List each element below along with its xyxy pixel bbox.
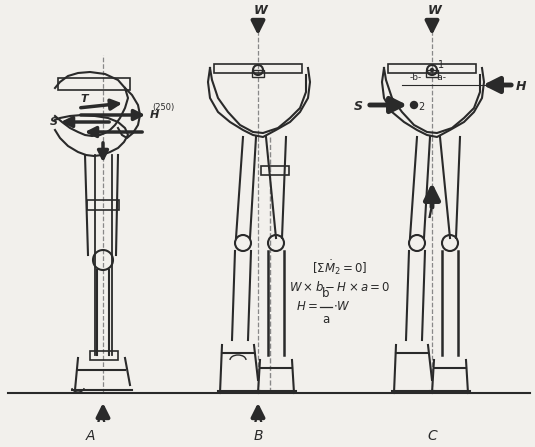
Text: R: R xyxy=(97,412,106,425)
Text: 1: 1 xyxy=(438,60,444,70)
Text: $H = $: $H = $ xyxy=(296,299,318,312)
Text: W: W xyxy=(428,4,442,17)
Text: $\cdot W$: $\cdot W$ xyxy=(333,299,351,312)
Text: -b-: -b- xyxy=(410,73,422,82)
Text: T: T xyxy=(80,94,88,104)
Text: R: R xyxy=(254,412,264,425)
Text: A: A xyxy=(85,429,95,443)
Text: I: I xyxy=(428,208,433,221)
Circle shape xyxy=(431,68,433,72)
Text: b: b xyxy=(322,287,330,300)
Text: 2: 2 xyxy=(418,102,424,112)
Text: $[\Sigma\dot{M}_2 = 0]$: $[\Sigma\dot{M}_2 = 0]$ xyxy=(312,258,368,277)
Text: S: S xyxy=(50,117,58,127)
Text: H: H xyxy=(516,80,526,93)
Text: $W \times b - H \times a = 0$: $W \times b - H \times a = 0$ xyxy=(289,280,391,294)
Text: a: a xyxy=(323,313,330,326)
Text: W: W xyxy=(254,4,268,17)
Text: (250): (250) xyxy=(152,103,174,112)
Text: H: H xyxy=(150,110,159,120)
Text: -a-: -a- xyxy=(435,73,447,82)
Text: S: S xyxy=(354,100,363,113)
Circle shape xyxy=(410,101,417,109)
Text: B: B xyxy=(253,429,263,443)
Text: C: C xyxy=(427,429,437,443)
